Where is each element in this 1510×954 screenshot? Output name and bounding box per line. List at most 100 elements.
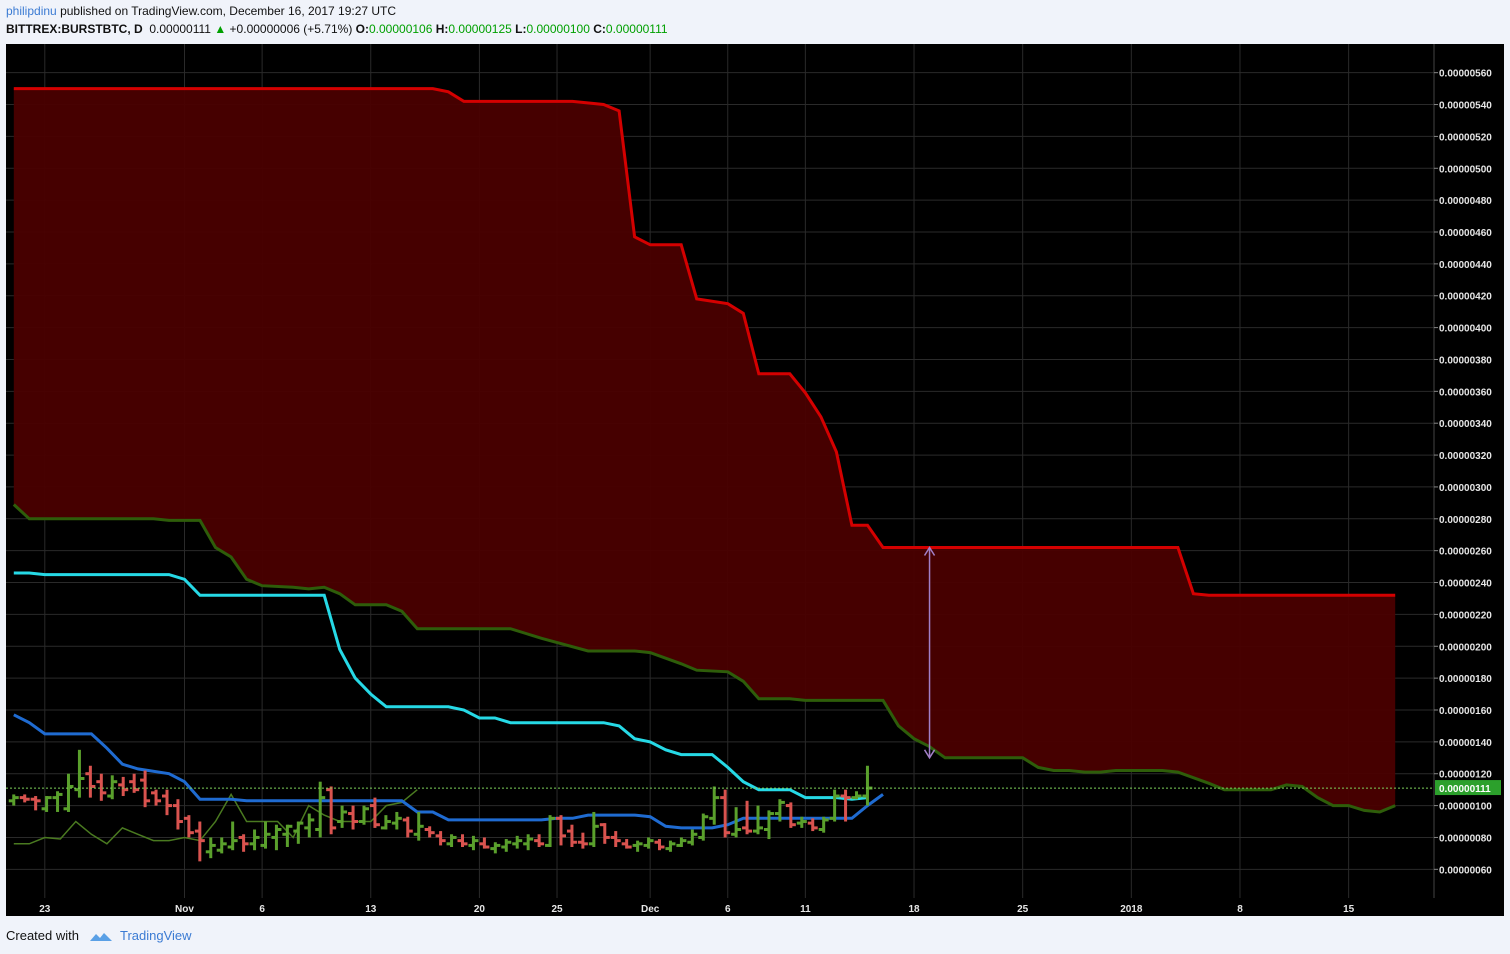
x-tick-label: Dec — [641, 904, 660, 915]
y-tick-label: 0.00000300 — [1439, 483, 1492, 494]
ohlc-bar — [227, 821, 238, 851]
ohlc-bar — [424, 826, 435, 838]
y-tick-label: 0.00000460 — [1439, 228, 1492, 239]
ohlc-bar — [380, 815, 391, 830]
ohlc-bar — [731, 807, 742, 838]
ichimoku-cloud — [13, 88, 1396, 813]
x-tick-label: 20 — [474, 904, 486, 915]
y-tick-label: 0.00000540 — [1439, 101, 1492, 112]
ohlc-bar — [774, 799, 785, 822]
ohlc-bar — [140, 770, 151, 808]
y-tick-label: 0.00000500 — [1439, 164, 1492, 175]
y-tick-label: 0.00000360 — [1439, 387, 1492, 398]
y-tick-label: 0.00000440 — [1439, 260, 1492, 271]
y-tick-label: 0.00000480 — [1439, 196, 1492, 207]
price-chart[interactable]: 0.00000060 0.00000080 0.00000100 0.00000120… — [0, 40, 1510, 920]
y-tick-label: 0.00000100 — [1439, 802, 1492, 813]
author-link[interactable]: philipdinu — [6, 4, 57, 18]
up-arrow-icon: ▲ — [214, 22, 227, 36]
ohlc-bar — [785, 802, 796, 828]
ohlc-bar — [753, 805, 764, 835]
ohlc-bar — [205, 837, 216, 859]
y-tick-label: 0.00000080 — [1439, 833, 1492, 844]
ohlc-bar — [41, 796, 52, 812]
x-tick-label: 6 — [259, 904, 265, 915]
y-tick-label: 0.00000200 — [1439, 642, 1492, 653]
ohlc-bar — [523, 834, 534, 851]
last-price-tag — [1435, 780, 1501, 796]
tradingview-logo-icon — [89, 932, 112, 941]
time-axis[interactable] — [6, 898, 1434, 916]
ohlc-bar — [468, 835, 479, 851]
x-tick-label: 13 — [365, 904, 377, 915]
ohlc-bar — [457, 834, 468, 848]
ohlc-bar — [293, 821, 304, 844]
close-label: C: — [593, 22, 606, 36]
ohlc-bar — [720, 789, 731, 838]
x-tick-label: 11 — [800, 904, 811, 915]
published-text: published on TradingView.com, December 1… — [60, 4, 397, 18]
arrow-head-top — [923, 546, 936, 556]
ohlc-bar — [118, 776, 129, 797]
high-label: H: — [435, 22, 449, 36]
x-tick-label: 15 — [1343, 904, 1355, 915]
x-axis: 23 Nov 6 13 20 25 Dec 6 11 18 25 2018 8 15 — [39, 904, 1354, 915]
ohlc-bar — [96, 773, 107, 801]
ohlc-bar — [479, 837, 490, 849]
ohlc-bar — [446, 834, 457, 848]
kijun-line — [13, 571, 868, 801]
created-with-text: Created with — [6, 928, 79, 943]
y-tick-label: 0.00000400 — [1439, 324, 1492, 335]
y-tick-label: 0.00000160 — [1439, 706, 1492, 717]
ohlc-bar — [840, 789, 851, 822]
price-axis[interactable] — [1434, 44, 1504, 898]
y-axis: 0.00000060 0.00000080 0.00000100 0.00000120… — [1434, 69, 1501, 876]
ohlc-bar — [632, 840, 643, 852]
ohlc-bar — [216, 837, 227, 854]
ohlc-bar — [348, 805, 359, 830]
ohlc-bar — [566, 824, 577, 848]
open-label: O: — [355, 22, 369, 36]
y-tick-label: 0.00000260 — [1439, 547, 1492, 558]
indicator-lines — [12, 87, 1396, 845]
y-tick-label: 0.00000380 — [1439, 355, 1492, 366]
ohlc-bar — [818, 816, 829, 833]
annotations — [6, 546, 1434, 789]
ohlc-bar — [665, 840, 676, 852]
ohlc-bar — [599, 823, 610, 844]
footer: Created with TradingView — [6, 928, 192, 944]
cloud-area — [13, 88, 1396, 813]
price-change: +0.00000006 (+5.71%) — [229, 22, 353, 36]
ohlc-bar — [534, 834, 545, 848]
y-tick-label: 0.00000240 — [1439, 579, 1492, 590]
tradingview-link[interactable]: TradingView — [120, 928, 192, 943]
ohlc-bar — [238, 834, 249, 852]
ohlc-bar — [194, 821, 205, 862]
y-tick-label: 0.00000120 — [1439, 770, 1492, 781]
y-tick-label: 0.00000560 — [1439, 69, 1492, 80]
ohlc-bar — [282, 824, 293, 848]
ohlc-bar — [556, 815, 567, 846]
chikou-line — [13, 789, 418, 845]
ohlc-bar — [807, 818, 818, 832]
ohlc-bar — [271, 824, 282, 851]
ohlc-bar — [413, 811, 424, 841]
x-tick-label: 23 — [39, 904, 51, 915]
y-tick-label: 0.00000280 — [1439, 515, 1492, 526]
ohlc-bar — [315, 781, 326, 838]
y-tick-label: 0.00000320 — [1439, 451, 1492, 462]
ohlc-bar — [621, 839, 632, 849]
close-value: 0.00000111 — [605, 22, 668, 36]
publish-info: philipdinu published on TradingView.com,… — [6, 4, 396, 18]
x-tick-label: 2018 — [1120, 904, 1143, 915]
low-value: 0.00000100 — [526, 22, 590, 36]
ohlc-bar — [501, 839, 512, 852]
y-tick-label: 0.00000340 — [1439, 419, 1492, 430]
ohlc-bar — [63, 773, 74, 812]
ohlc-bar — [358, 805, 369, 825]
ohlc-bar — [643, 837, 654, 849]
ohlc-bar — [490, 842, 501, 854]
symbol-info-bar: BITTREX:BURSTBTC, D 0.00000111 ▲ +0.0000… — [6, 22, 668, 36]
arrow-head-bottom — [923, 749, 936, 760]
ohlc-bar — [512, 835, 523, 849]
